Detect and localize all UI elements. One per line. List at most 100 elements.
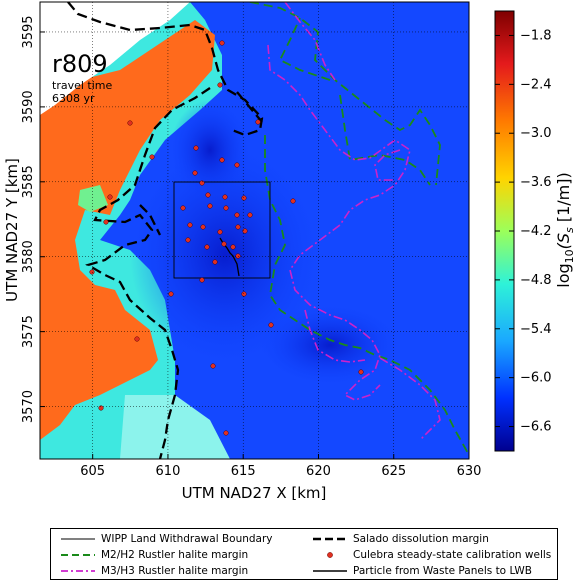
greenish-spot	[78, 185, 108, 212]
map-plot-area	[40, 2, 469, 459]
well-marker	[185, 237, 191, 243]
well-marker	[103, 219, 109, 225]
legend-label: WIPP Land Withdrawal Boundary	[101, 533, 273, 545]
well-marker	[247, 212, 253, 218]
x-tick-label: 615	[231, 464, 256, 479]
dark-core-2	[260, 305, 400, 385]
map-legend: WIPP Land Withdrawal Boundary Salado dis…	[50, 528, 558, 580]
well-marker	[230, 244, 236, 250]
well-marker	[193, 145, 199, 151]
y-axis-label: UTM NAD27 Y [km]	[3, 158, 21, 302]
well-marker	[268, 322, 274, 328]
colorbar-tick-label: −6.6	[520, 420, 552, 435]
legend-item-m2h2: M2/H2 Rustler halite margin	[61, 549, 248, 561]
well-marker	[235, 224, 241, 230]
well-marker	[210, 363, 216, 369]
no-data-corner	[40, 2, 190, 115]
axis-ticks: 605 610 615 620 625 630 3570 3575 3580 3585 3590 35…	[21, 15, 481, 479]
well-marker	[234, 212, 240, 218]
well-marker	[358, 369, 364, 375]
travel-time-value: 6308 yr	[52, 92, 95, 105]
well-marker	[223, 430, 229, 436]
well-marker	[217, 82, 223, 88]
colorbar-tick-label: −5.4	[520, 322, 552, 337]
well-marker	[221, 241, 227, 247]
well-marker	[241, 195, 247, 201]
well-marker	[98, 405, 104, 411]
x-tick-label: 620	[306, 464, 331, 479]
legend-item-particle: Particle from Waste Panels to LWB	[313, 565, 532, 577]
legend-label: Salado dissolution margin	[353, 533, 489, 545]
well-marker	[234, 162, 240, 168]
x-tick-label: 625	[381, 464, 406, 479]
colorbar-tick-label: −3.0	[520, 126, 552, 141]
legend-label: M3/H3 Rustler halite margin	[101, 565, 249, 577]
colorbar-tick-label: −3.6	[520, 175, 552, 190]
colorbar-label: log10(Ss [1/m])	[554, 172, 576, 288]
well-marker	[199, 180, 205, 186]
m3h3-margin	[267, 2, 441, 441]
well-marker	[205, 192, 211, 198]
legend-label: Culebra steady-state calibration wells	[353, 549, 552, 561]
legend-item-m3h3: M3/H3 Rustler halite margin	[61, 565, 248, 577]
well-marker	[89, 269, 95, 275]
y-tick-label: 3590	[21, 90, 36, 123]
well-marker	[204, 244, 210, 250]
well-marker	[180, 205, 186, 211]
realization-label: r809	[52, 50, 108, 78]
x-axis-label: UTM NAD27 X [km]	[182, 484, 327, 502]
well-marker	[222, 194, 228, 200]
colorbar-ticks: −1.8 −2.4 −3.0 −3.6 −4.2 −4.8 −5.4 −6.0 −6.6	[495, 28, 552, 435]
legend-label: Particle from Waste Panels to LWB	[353, 565, 532, 577]
well-marker	[192, 170, 198, 176]
well-marker	[219, 40, 225, 46]
solid-line-icon	[313, 570, 347, 572]
dark-core-3	[170, 100, 250, 200]
well-marker	[168, 291, 174, 297]
colorbar-tick-label: −4.2	[520, 224, 552, 239]
y-tick-label: 3585	[21, 165, 36, 198]
well-marker	[212, 259, 218, 265]
colorbar-tick-label: −1.8	[520, 28, 552, 43]
travel-time-label: travel time	[52, 79, 112, 92]
well-marker	[242, 228, 248, 234]
legend-item-salado: Salado dissolution margin	[313, 533, 489, 545]
salado-margin-inner	[139, 204, 162, 236]
thick-dash-icon	[313, 537, 347, 541]
thin-line-icon	[61, 538, 95, 540]
well-marker	[207, 203, 213, 209]
well-marker	[107, 194, 113, 200]
map-grid	[40, 2, 470, 459]
well-marker	[149, 154, 155, 160]
salado-margin	[67, 2, 264, 459]
well-marker	[187, 222, 193, 228]
colorbar-tick-label: −2.4	[520, 77, 552, 92]
well-marker	[223, 205, 229, 211]
legend-label: M2/H2 Rustler halite margin	[101, 549, 249, 561]
well-marker	[255, 119, 261, 125]
x-tick-label: 610	[156, 464, 181, 479]
colorbar-tick-label: −4.8	[520, 273, 552, 288]
calibration-wells	[89, 40, 364, 436]
well-marker	[241, 291, 247, 297]
x-tick-label: 630	[457, 464, 482, 479]
colorbar-tick-label: −6.0	[520, 371, 552, 386]
y-tick-label: 3575	[21, 315, 36, 348]
well-marker	[235, 253, 241, 259]
well-marker	[219, 157, 225, 163]
legend-item-wells: Culebra steady-state calibration wells	[313, 549, 551, 561]
y-tick-label: 3595	[21, 15, 36, 48]
x-tick-label: 605	[80, 464, 105, 479]
dark-core	[130, 145, 320, 365]
magenta-dashdot-icon	[61, 570, 95, 572]
well-marker	[199, 277, 205, 283]
orange-zone	[40, 20, 215, 440]
light-cyan-zone	[120, 395, 230, 459]
wipp-boundary	[173, 181, 271, 279]
y-tick-label: 3570	[21, 390, 36, 423]
red-dot-icon	[327, 552, 333, 558]
legend-item-wipp: WIPP Land Withdrawal Boundary	[61, 533, 273, 545]
well-marker	[127, 120, 133, 126]
well-marker	[290, 198, 296, 204]
